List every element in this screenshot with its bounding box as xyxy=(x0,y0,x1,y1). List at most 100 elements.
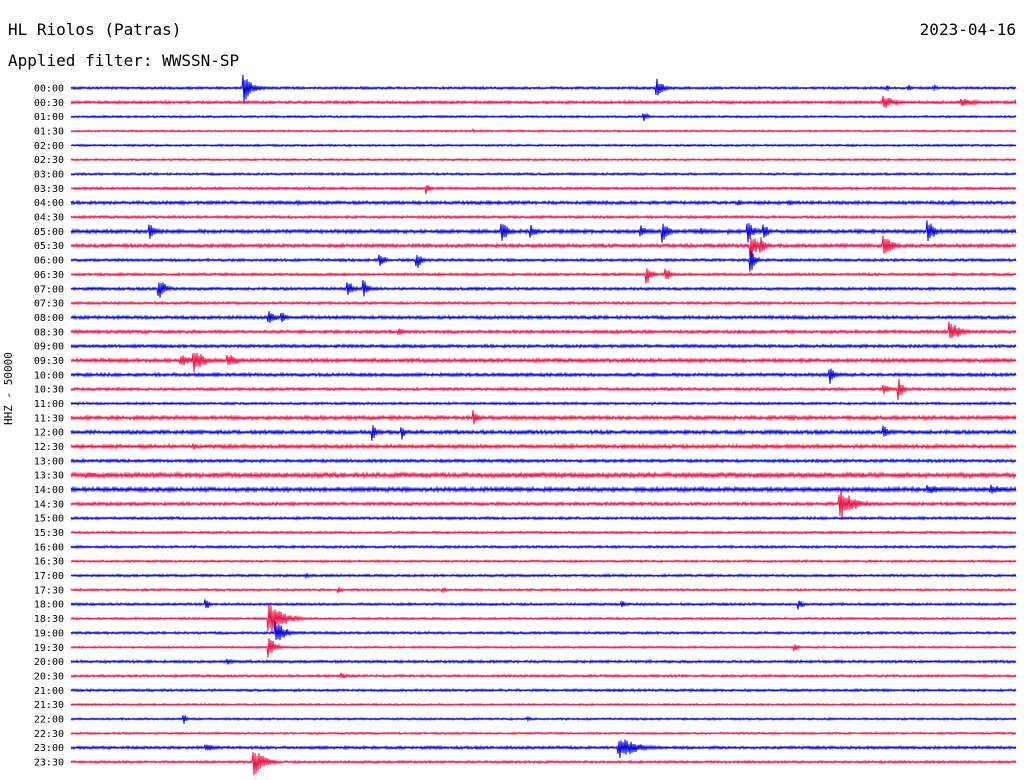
row-time-label: 08:00 xyxy=(34,313,64,324)
row-time-label: 23:00 xyxy=(34,743,64,754)
trace-line-0900 xyxy=(70,343,1017,350)
trace-line-0000 xyxy=(70,74,1017,102)
row-time-label: 00:30 xyxy=(34,98,64,109)
trace-line-0100 xyxy=(70,112,1017,122)
row-time-label: 21:30 xyxy=(34,700,64,711)
filter-label: Applied filter: WWSSN-SP xyxy=(8,51,240,70)
trace-line-1500 xyxy=(70,515,1017,521)
row-time-label: 11:00 xyxy=(34,399,64,410)
trace-line-0830 xyxy=(70,321,1017,339)
row-time-label: 00:00 xyxy=(34,84,64,95)
trace-line-0730 xyxy=(70,300,1017,306)
row-time-label: 07:00 xyxy=(34,284,64,295)
trace-line-2130 xyxy=(70,702,1017,707)
trace-line-1030 xyxy=(70,378,1017,401)
row-time-label: 16:30 xyxy=(34,557,64,568)
trace-line-1400 xyxy=(70,484,1017,494)
trace-line-1830 xyxy=(70,603,1017,634)
trace-line-1300 xyxy=(70,457,1017,464)
trace-line-1430 xyxy=(70,489,1017,518)
row-time-label: 04:00 xyxy=(34,198,64,209)
row-time-label: 04:30 xyxy=(34,213,64,224)
row-time-label: 16:00 xyxy=(34,542,64,553)
row-time-label: 17:30 xyxy=(34,585,64,596)
trace-line-0630 xyxy=(70,268,1017,284)
trace-line-0500 xyxy=(70,220,1017,243)
trace-line-1200 xyxy=(70,425,1017,441)
row-time-label: 20:30 xyxy=(34,671,64,682)
row-time-label: 09:30 xyxy=(34,356,64,367)
row-time-label: 14:00 xyxy=(34,485,64,496)
trace-line-1230 xyxy=(70,442,1017,451)
row-time-label: 22:00 xyxy=(34,714,64,725)
trace-line-1330 xyxy=(70,470,1017,480)
tick-label-group: 00:00 00:30 01:00 01:30 02:00 02:30 03:00 03:30… xyxy=(34,84,64,769)
row-time-label: 06:00 xyxy=(34,256,64,267)
trace-line-1700 xyxy=(70,573,1017,580)
row-time-label: 06:30 xyxy=(34,270,64,281)
trace-line-1930 xyxy=(70,638,1017,658)
trace-line-2230 xyxy=(70,731,1017,736)
row-time-label: 21:00 xyxy=(34,686,64,697)
trace-line-0930 xyxy=(70,353,1017,373)
trace-line-0430 xyxy=(70,214,1017,220)
row-time-label: 19:00 xyxy=(34,628,64,639)
trace-line-2100 xyxy=(70,687,1017,693)
row-time-label: 18:00 xyxy=(34,600,64,611)
trace-line-0230 xyxy=(70,157,1017,162)
row-time-label: 07:30 xyxy=(34,299,64,310)
row-time-label: 03:00 xyxy=(34,170,64,181)
trace-line-0530 xyxy=(70,235,1017,260)
row-time-label: 20:00 xyxy=(34,657,64,668)
trace-line-2030 xyxy=(70,672,1017,680)
row-time-label: 03:30 xyxy=(34,184,64,195)
row-time-label: 10:30 xyxy=(34,385,64,396)
row-time-label: 13:30 xyxy=(34,471,64,482)
row-time-label: 23:30 xyxy=(34,757,64,768)
row-time-label: 14:30 xyxy=(34,499,64,510)
row-time-label: 11:30 xyxy=(34,413,64,424)
row-time-label: 10:00 xyxy=(34,370,64,381)
trace-line-1000 xyxy=(70,368,1017,384)
row-time-label: 01:00 xyxy=(34,112,64,123)
trace-line-1600 xyxy=(70,544,1017,550)
trace-line-1530 xyxy=(70,530,1017,535)
row-time-label: 15:00 xyxy=(34,514,64,525)
row-time-label: 02:30 xyxy=(34,155,64,166)
row-time-label: 08:30 xyxy=(34,327,64,338)
row-time-label: 12:30 xyxy=(34,442,64,453)
row-time-label: 05:00 xyxy=(34,227,64,238)
trace-line-0330 xyxy=(70,184,1017,195)
trace-line-0600 xyxy=(70,250,1017,272)
trace-line-2200 xyxy=(70,715,1017,724)
trace-line-0400 xyxy=(70,198,1017,207)
trace-line-0030 xyxy=(70,95,1017,108)
trace-line-0700 xyxy=(70,279,1017,298)
trace-line-1630 xyxy=(70,558,1017,564)
trace-line-1800 xyxy=(70,599,1017,610)
trace-line-2300 xyxy=(70,739,1017,759)
row-time-label: 01:30 xyxy=(34,127,64,138)
trace-group xyxy=(70,74,1017,776)
trace-line-2330 xyxy=(70,751,1017,776)
trace-line-0130 xyxy=(70,127,1017,134)
row-time-label: 17:00 xyxy=(34,571,64,582)
row-time-label: 09:00 xyxy=(34,342,64,353)
trace-line-1130 xyxy=(70,410,1017,425)
row-time-label: 15:30 xyxy=(34,528,64,539)
date-label: 2023-04-16 xyxy=(919,20,1016,39)
trace-line-1900 xyxy=(70,621,1017,641)
trace-line-1730 xyxy=(70,586,1017,594)
trace-line-0200 xyxy=(70,143,1017,148)
row-time-label: 05:30 xyxy=(34,241,64,252)
trace-line-1100 xyxy=(70,401,1017,406)
row-time-label: 12:00 xyxy=(34,428,64,439)
trace-line-2000 xyxy=(70,658,1017,665)
trace-line-0800 xyxy=(70,311,1017,323)
station-title: HL Riolos (Patras) xyxy=(8,20,182,39)
row-time-label: 18:30 xyxy=(34,614,64,625)
trace-line-0300 xyxy=(70,171,1017,177)
row-time-label: 19:30 xyxy=(34,643,64,654)
row-time-label: 13:00 xyxy=(34,456,64,467)
